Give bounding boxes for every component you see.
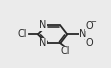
Text: −: − (90, 19, 96, 25)
Text: O: O (86, 38, 93, 48)
Text: O: O (86, 21, 93, 31)
Text: N: N (79, 29, 86, 39)
Text: +: + (83, 37, 89, 43)
Text: N: N (39, 20, 46, 30)
Text: Cl: Cl (18, 29, 27, 39)
Text: N: N (39, 38, 46, 48)
Text: Cl: Cl (61, 46, 70, 56)
